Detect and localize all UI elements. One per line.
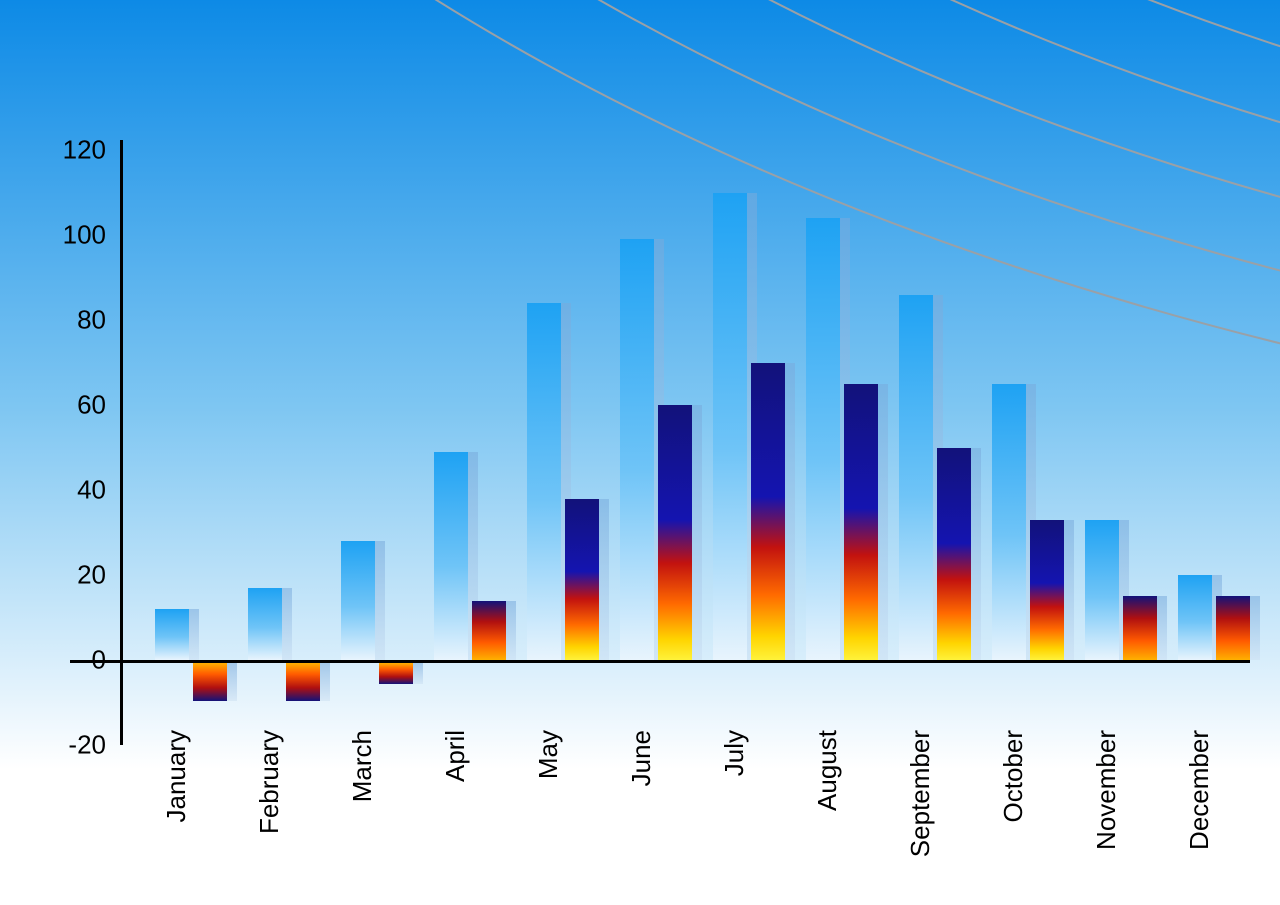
x-category-label: June <box>626 730 657 786</box>
series-a-bar <box>1178 575 1212 660</box>
y-tick-label: 100 <box>26 220 106 251</box>
series-a-bar <box>713 193 747 661</box>
series-a-bar <box>341 541 375 660</box>
chart-stage: -20020406080100120 JanuaryFebruaryMarchA… <box>0 0 1280 905</box>
series-b-bar <box>937 448 971 661</box>
series-b-bar <box>1216 596 1250 660</box>
series-a-bar <box>248 588 282 660</box>
series-a-bar <box>527 303 561 660</box>
x-category-label: August <box>812 730 843 811</box>
x-category-label: February <box>254 730 285 834</box>
x-category-label: May <box>533 730 564 779</box>
x-category-label: January <box>161 730 192 823</box>
series-a-bar <box>155 609 189 660</box>
y-tick-label: 60 <box>26 390 106 421</box>
x-category-label: November <box>1091 730 1122 850</box>
series-b-bar <box>1123 596 1157 660</box>
x-category-label: July <box>719 730 750 776</box>
series-a-bar <box>434 452 468 660</box>
series-a-bar <box>899 295 933 661</box>
x-category-label: December <box>1184 730 1215 850</box>
x-category-label: March <box>347 730 378 802</box>
y-tick-label: 80 <box>26 305 106 336</box>
series-b-bar <box>658 405 692 660</box>
y-tick-label: 40 <box>26 475 106 506</box>
series-b-bar <box>286 663 320 701</box>
x-axis-line <box>70 660 1250 663</box>
series-b-bar <box>751 363 785 661</box>
series-b-bar <box>844 384 878 660</box>
y-tick-label: 120 <box>26 135 106 166</box>
x-category-label: October <box>998 730 1029 823</box>
x-category-label: April <box>440 730 471 782</box>
series-a-bar <box>806 218 840 660</box>
series-b-bar <box>193 663 227 701</box>
y-tick-label: -20 <box>26 730 106 761</box>
series-b-bar <box>472 601 506 661</box>
series-a-bar <box>992 384 1026 660</box>
series-b-bar <box>379 663 413 684</box>
y-axis-line <box>120 140 123 745</box>
series-a-bar <box>1085 520 1119 660</box>
series-a-bar <box>620 239 654 660</box>
monthly-bar-chart: -20020406080100120 JanuaryFebruaryMarchA… <box>0 0 1280 905</box>
series-b-bar <box>1030 520 1064 660</box>
x-category-label: September <box>905 730 936 857</box>
y-tick-label: 20 <box>26 560 106 591</box>
series-b-bar <box>565 499 599 661</box>
